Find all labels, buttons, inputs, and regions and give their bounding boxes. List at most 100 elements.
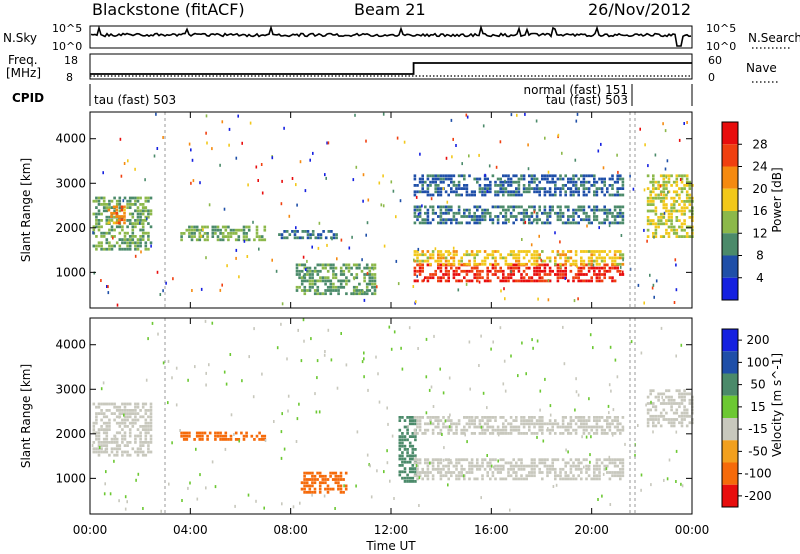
scatter-cell xyxy=(455,477,458,481)
scatter-cell xyxy=(416,425,419,429)
scatter-cell xyxy=(649,180,652,184)
scatter-cell xyxy=(616,215,619,218)
scatter-cell xyxy=(339,285,343,289)
noise-cell xyxy=(574,408,576,412)
scatter-cell xyxy=(100,409,103,412)
scatter-cell xyxy=(593,218,596,222)
scatter-cell xyxy=(134,421,137,425)
scatter-cell xyxy=(502,276,505,280)
velocity-ylabel: Slant Range [km] xyxy=(19,364,33,468)
scatter-cell xyxy=(585,422,588,426)
scatter-cell xyxy=(293,233,297,236)
noise-cell xyxy=(359,290,362,294)
scatter-cell xyxy=(600,208,604,212)
scatter-cell xyxy=(476,262,479,266)
scatter-cell xyxy=(616,193,619,197)
scatter-cell xyxy=(496,177,500,181)
scatter-cell xyxy=(371,266,374,270)
scatter-cell xyxy=(149,421,153,425)
scatter-cell xyxy=(473,273,476,276)
scatter-cell xyxy=(525,215,528,218)
ytick-label: 2000 xyxy=(55,221,86,235)
cpid-segment-2b: tau (fast) 503 xyxy=(546,93,628,107)
scatter-cell xyxy=(517,467,521,471)
scatter-cell xyxy=(463,432,466,435)
scatter-cell xyxy=(115,453,119,457)
scatter-cell xyxy=(123,235,127,238)
scatter-cell xyxy=(489,215,492,218)
noise-cell xyxy=(194,365,196,369)
scatter-cell xyxy=(556,218,560,222)
scatter-cell xyxy=(134,405,137,409)
scatter-cell xyxy=(667,421,671,425)
scatter-cell xyxy=(317,236,320,240)
scatter-cell xyxy=(460,458,463,462)
noise-cell xyxy=(651,286,654,290)
scatter-cell xyxy=(541,263,544,267)
scatter-cell xyxy=(662,190,666,194)
scatter-cell xyxy=(470,250,474,253)
scatter-cell xyxy=(102,231,106,235)
scatter-cell xyxy=(665,219,668,222)
scatter-cell xyxy=(313,266,317,270)
scatter-cell xyxy=(590,279,593,283)
scatter-cell xyxy=(657,421,660,425)
noise-cell xyxy=(644,143,646,147)
noise-cell xyxy=(214,485,217,489)
colorbar-swatch xyxy=(722,255,738,278)
scatter-cell xyxy=(437,464,440,468)
scatter-cell xyxy=(321,266,325,270)
noise-cell xyxy=(205,131,207,135)
scatter-cell xyxy=(577,279,580,283)
noise-cell xyxy=(223,370,226,374)
noise-cell xyxy=(155,112,157,116)
scatter-cell xyxy=(593,432,596,435)
scatter-cell xyxy=(280,233,284,236)
scatter-cell xyxy=(559,193,562,197)
noise-cell xyxy=(172,277,174,281)
scatter-cell xyxy=(371,285,374,289)
scatter-cell xyxy=(657,193,660,197)
scatter-cell xyxy=(559,425,562,429)
noise-cell xyxy=(562,325,564,329)
scatter-cell xyxy=(543,263,547,267)
scatter-cell xyxy=(92,425,96,428)
scatter-cell xyxy=(431,218,435,222)
scatter-cell xyxy=(424,432,427,435)
scatter-cell xyxy=(652,174,655,178)
scatter-cell xyxy=(105,447,109,451)
scatter-cell xyxy=(342,279,346,283)
scatter-cell xyxy=(92,244,96,248)
scatter-cell xyxy=(102,450,106,454)
scatter-cell xyxy=(110,206,114,209)
colorbar-tick-label: 12 xyxy=(752,226,767,240)
cpid-segment-1: tau (fast) 503 xyxy=(94,93,176,107)
scatter-cell xyxy=(118,206,122,209)
noise-cell xyxy=(452,246,455,250)
noise-cell xyxy=(455,144,457,147)
scatter-cell xyxy=(621,187,625,190)
scatter-cell xyxy=(97,441,101,444)
scatter-cell xyxy=(406,476,409,480)
scatter-cell xyxy=(665,411,668,415)
scatter-cell xyxy=(126,231,129,235)
scatter-cell xyxy=(619,215,622,218)
scatter-cell xyxy=(298,236,302,240)
scatter-cell xyxy=(517,279,521,283)
scatter-cell xyxy=(431,464,435,468)
scatter-cell xyxy=(515,187,518,190)
scatter-cell xyxy=(491,266,495,270)
scatter-cell xyxy=(110,199,114,203)
scatter-cell xyxy=(522,208,526,212)
scatter-cell xyxy=(134,441,137,444)
scatter-cell xyxy=(481,269,484,273)
scatter-cell xyxy=(600,259,604,263)
scatter-cell xyxy=(517,262,521,266)
scatter-cell xyxy=(416,416,419,419)
scatter-cell xyxy=(499,279,502,283)
scatter-cell xyxy=(535,177,539,181)
scatter-cell xyxy=(190,232,194,235)
scatter-cell xyxy=(683,174,686,178)
scatter-cell xyxy=(429,180,432,184)
noise-cell xyxy=(367,388,369,392)
